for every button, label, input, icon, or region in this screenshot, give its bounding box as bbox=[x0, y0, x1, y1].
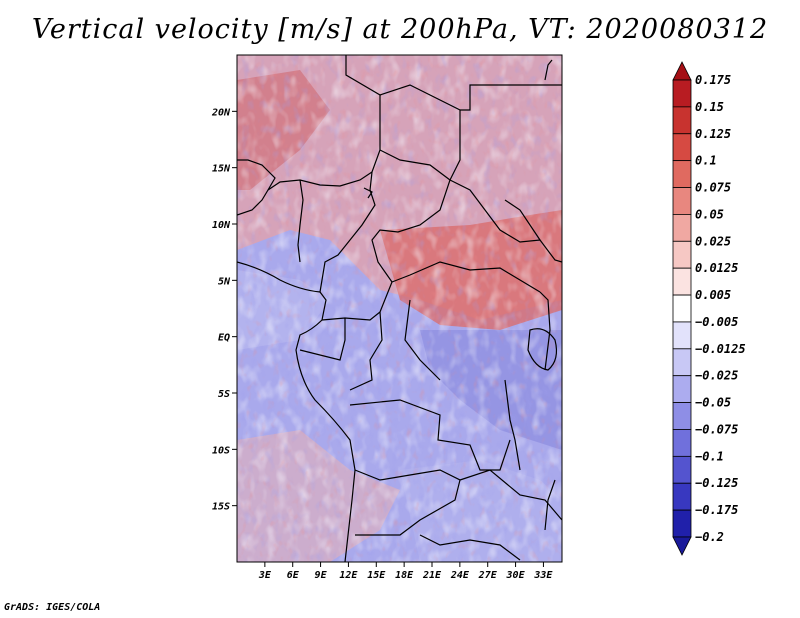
border-west-africa bbox=[237, 159, 276, 216]
colorbar-segment bbox=[672, 133, 692, 162]
colorbar-bottom-triangle bbox=[672, 536, 692, 556]
border-uganda bbox=[539, 291, 551, 371]
colorbar: 0.175 0.15 0.125 0.1 0.075 0.05 0.025 0.0125 0.0… bbox=[672, 61, 746, 556]
colorbar-segment bbox=[672, 79, 692, 108]
colorbar-label: 0.125 bbox=[695, 127, 731, 141]
colorbar-label: 0.025 bbox=[695, 234, 731, 248]
colorbar-label: −0.125 bbox=[695, 476, 738, 490]
west-coastline bbox=[237, 261, 356, 562]
colorbar-segment bbox=[672, 375, 692, 403]
lake-chad bbox=[363, 187, 373, 199]
footer-credit: GrADS: IGES/COLA bbox=[4, 602, 101, 613]
colorbar-label: −0.05 bbox=[695, 396, 731, 410]
lat-tick-label: EQ bbox=[218, 333, 230, 344]
border-sudan-south bbox=[449, 179, 562, 263]
map-frame bbox=[236, 54, 563, 563]
colorbar-label: 0.075 bbox=[695, 181, 731, 195]
colorbar-segment bbox=[672, 455, 692, 484]
colorbar-segment bbox=[672, 402, 692, 430]
colorbar-label: 0.005 bbox=[695, 288, 731, 302]
lon-tick-label: 30E bbox=[506, 570, 526, 581]
border-car bbox=[391, 261, 541, 293]
lon-tick-label: 21E bbox=[422, 570, 442, 581]
lat-tick-label: 5N bbox=[218, 276, 231, 287]
colorbar-label: −0.2 bbox=[695, 530, 724, 544]
lake-victoria bbox=[527, 328, 558, 371]
vertical-velocity-field bbox=[237, 55, 562, 562]
colorbar-top-triangle bbox=[672, 61, 692, 81]
country-borders bbox=[237, 55, 562, 562]
lat-tick-label: 15N bbox=[212, 164, 231, 175]
lon-tick-label: 9E bbox=[315, 570, 328, 581]
border-nigeria-east bbox=[319, 171, 376, 293]
border-egypt bbox=[460, 84, 562, 111]
colorbar-segment bbox=[672, 106, 692, 135]
border-ethiopia bbox=[504, 199, 541, 241]
colorbar-segment bbox=[672, 214, 692, 242]
lon-tick-label: 6E bbox=[287, 570, 300, 581]
border-chad bbox=[371, 149, 451, 283]
border-namibia-botswana bbox=[419, 534, 521, 561]
colorbar-label: 0.175 bbox=[695, 73, 731, 87]
colorbar-label: 0.15 bbox=[695, 100, 724, 114]
colorbar-label: −0.175 bbox=[695, 503, 738, 517]
colorbar-segment bbox=[672, 267, 692, 296]
colorbar-label: −0.025 bbox=[695, 369, 738, 383]
colorbar-label: 0.05 bbox=[695, 207, 724, 221]
lon-tick-label: 3E bbox=[258, 570, 272, 581]
lon-tick-label: 15E bbox=[367, 570, 386, 581]
lon-tick-label: 12E bbox=[339, 570, 358, 581]
colorbar-segment bbox=[672, 429, 692, 457]
colorbar-segment bbox=[672, 348, 692, 377]
lake-tanganyika bbox=[504, 379, 521, 471]
colorbar-label: −0.005 bbox=[695, 315, 738, 329]
border-congo bbox=[349, 311, 383, 391]
colorbar-segment bbox=[672, 240, 692, 269]
colorbar-segment bbox=[672, 482, 692, 511]
border-gabon-south bbox=[299, 318, 346, 361]
colorbar-segment bbox=[672, 187, 692, 215]
colorbar-segment bbox=[672, 321, 692, 350]
lat-tick-label: 5S bbox=[218, 389, 230, 400]
colorbar-label: 0.1 bbox=[695, 154, 717, 168]
border-angola-drc bbox=[349, 399, 511, 471]
border-niger bbox=[267, 55, 381, 191]
border-zambia bbox=[459, 469, 562, 521]
lon-tick-label: 18E bbox=[395, 570, 414, 581]
colorbar-label: −0.075 bbox=[695, 422, 738, 436]
lon-tick-label: 33E bbox=[533, 570, 553, 581]
latitude-axis: 20N 15N 10N 5N EQ 5S 10S 15S bbox=[211, 107, 237, 513]
lat-tick-label: 20N bbox=[211, 107, 231, 118]
colorbar-segment bbox=[672, 509, 692, 538]
border-benin bbox=[297, 179, 304, 263]
border-gabon bbox=[321, 281, 393, 321]
lat-tick-label: 15S bbox=[212, 502, 230, 513]
lat-tick-label: 10N bbox=[212, 220, 231, 231]
colorbar-segment bbox=[672, 294, 692, 323]
lat-tick-label: 10S bbox=[212, 445, 230, 456]
lake-malawi bbox=[544, 479, 556, 531]
chart-title: Vertical velocity [m/s] at 200hPa, VT: 2… bbox=[31, 14, 769, 45]
colorbar-label: −0.1 bbox=[695, 449, 724, 463]
lon-tick-label: 24E bbox=[450, 570, 470, 581]
field-texture-red bbox=[237, 55, 562, 562]
colorbar-label: −0.0125 bbox=[695, 342, 746, 356]
nile-delta bbox=[544, 59, 553, 81]
colorbar-label: 0.0125 bbox=[695, 261, 738, 275]
border-drc-north bbox=[404, 299, 441, 381]
colorbar-segment bbox=[672, 160, 692, 188]
lon-tick-label: 27E bbox=[478, 570, 498, 581]
longitude-axis: 3E 6E 9E 12E 15E 18E 21E 24E 27E 30E 33E bbox=[258, 562, 553, 581]
